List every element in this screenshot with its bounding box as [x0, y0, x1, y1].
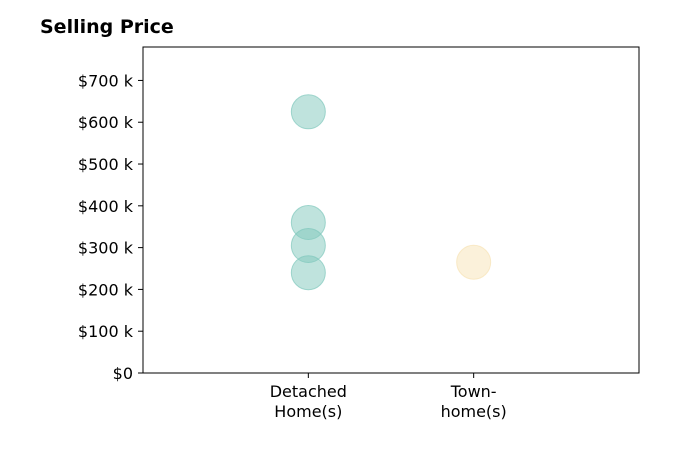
data-point: [456, 244, 492, 280]
y-tick-label: $100 k: [78, 322, 134, 341]
data-point: [290, 94, 326, 130]
x-tick-label: Town-home(s): [441, 382, 507, 421]
y-axis: $0 $100 k $200 k $300 k $400 k $500 k $600 k $7…: [78, 71, 143, 383]
x-tick-label: Detached Home(s): [270, 382, 347, 421]
plot-area: [142, 46, 640, 374]
y-tick-label: $500 k: [78, 155, 134, 174]
data-point: [290, 255, 326, 291]
x-axis: Detached Home(s) Town-home(s): [270, 373, 507, 421]
y-tick-label: $700 k: [78, 71, 134, 90]
data-points: [290, 94, 492, 291]
plot-frame: [142, 46, 640, 374]
y-tick-label: $400 k: [78, 197, 134, 216]
y-tick-label: $600 k: [78, 113, 134, 132]
y-tick-label: $0: [113, 364, 133, 383]
y-tick-label: $200 k: [78, 280, 134, 299]
y-tick-label: $300 k: [78, 239, 134, 258]
chart-title: Selling Price: [40, 16, 174, 38]
